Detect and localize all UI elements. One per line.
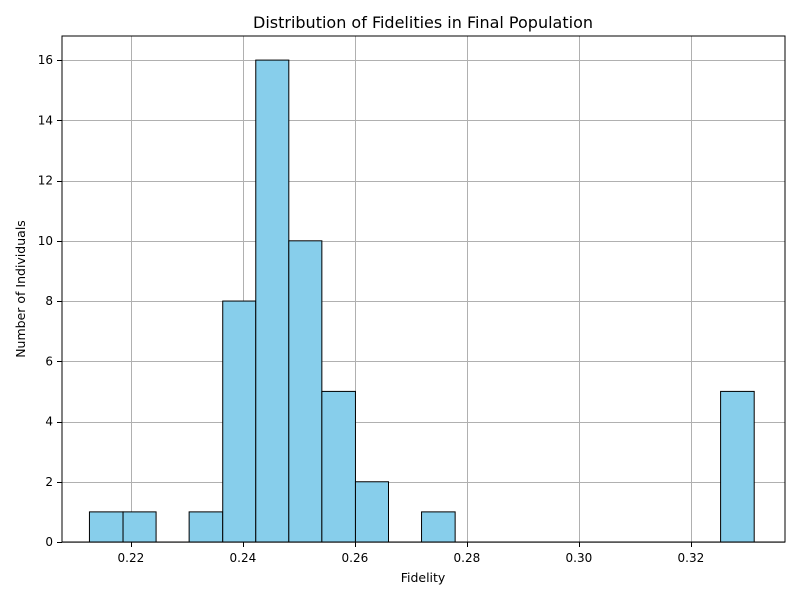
histogram-bar	[122, 511, 157, 543]
y-tick-label: 10	[38, 234, 53, 248]
y-axis: 0 2 4 6 8 10 12 14 16	[38, 53, 62, 549]
y-tick-label: 0	[45, 535, 53, 549]
x-axis: 0.22 0.24 0.26 0.28 0.30 0.32	[118, 542, 705, 565]
y-tick-label: 12	[38, 174, 53, 188]
x-tick-label: 0.24	[230, 551, 257, 565]
grid-layer	[62, 36, 785, 543]
y-tick-label: 2	[45, 475, 53, 489]
x-tick-label: 0.28	[454, 551, 481, 565]
x-tick-label: 0.26	[342, 551, 369, 565]
plot-frame	[61, 35, 786, 543]
y-tick-label: 6	[45, 354, 53, 368]
y-tick-label: 8	[45, 294, 53, 308]
y-tick-label: 14	[38, 113, 53, 127]
y-axis-label: Number of Individuals	[13, 220, 28, 358]
histogram-bar	[720, 390, 755, 543]
histogram-bar	[188, 511, 224, 543]
histogram-bar	[288, 240, 323, 543]
x-tick-label: 0.32	[678, 551, 705, 565]
x-tick-label: 0.30	[566, 551, 593, 565]
histogram-bar	[321, 390, 356, 543]
histogram-bar	[88, 511, 124, 543]
histogram-bar	[354, 481, 389, 543]
histogram-bar	[222, 300, 257, 543]
y-tick-label: 4	[45, 415, 53, 429]
histogram-bar	[255, 59, 290, 543]
chart-title: Distribution of Fidelities in Final Popu…	[253, 13, 593, 32]
histogram-bar	[421, 511, 456, 543]
bars-layer	[88, 59, 755, 543]
x-axis-label: Fidelity	[401, 570, 446, 585]
x-tick-label: 0.22	[118, 551, 145, 565]
y-tick-label: 16	[38, 53, 53, 67]
